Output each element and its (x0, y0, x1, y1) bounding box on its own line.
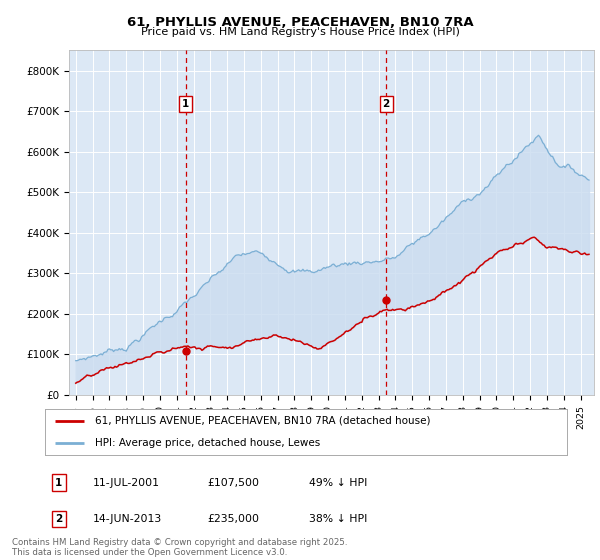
Text: 61, PHYLLIS AVENUE, PEACEHAVEN, BN10 7RA: 61, PHYLLIS AVENUE, PEACEHAVEN, BN10 7RA (127, 16, 473, 29)
Text: HPI: Average price, detached house, Lewes: HPI: Average price, detached house, Lewe… (95, 438, 320, 448)
Text: 61, PHYLLIS AVENUE, PEACEHAVEN, BN10 7RA (detached house): 61, PHYLLIS AVENUE, PEACEHAVEN, BN10 7RA… (95, 416, 430, 426)
Text: 11-JUL-2001: 11-JUL-2001 (93, 478, 160, 488)
Text: 2: 2 (383, 99, 390, 109)
Text: £107,500: £107,500 (207, 478, 259, 488)
Text: Price paid vs. HM Land Registry's House Price Index (HPI): Price paid vs. HM Land Registry's House … (140, 27, 460, 37)
Text: 49% ↓ HPI: 49% ↓ HPI (309, 478, 367, 488)
Text: 1: 1 (182, 99, 189, 109)
Text: 2: 2 (55, 514, 62, 524)
Text: 38% ↓ HPI: 38% ↓ HPI (309, 514, 367, 524)
Text: Contains HM Land Registry data © Crown copyright and database right 2025.
This d: Contains HM Land Registry data © Crown c… (12, 538, 347, 557)
Text: 1: 1 (55, 478, 62, 488)
Text: 14-JUN-2013: 14-JUN-2013 (93, 514, 162, 524)
Text: £235,000: £235,000 (207, 514, 259, 524)
